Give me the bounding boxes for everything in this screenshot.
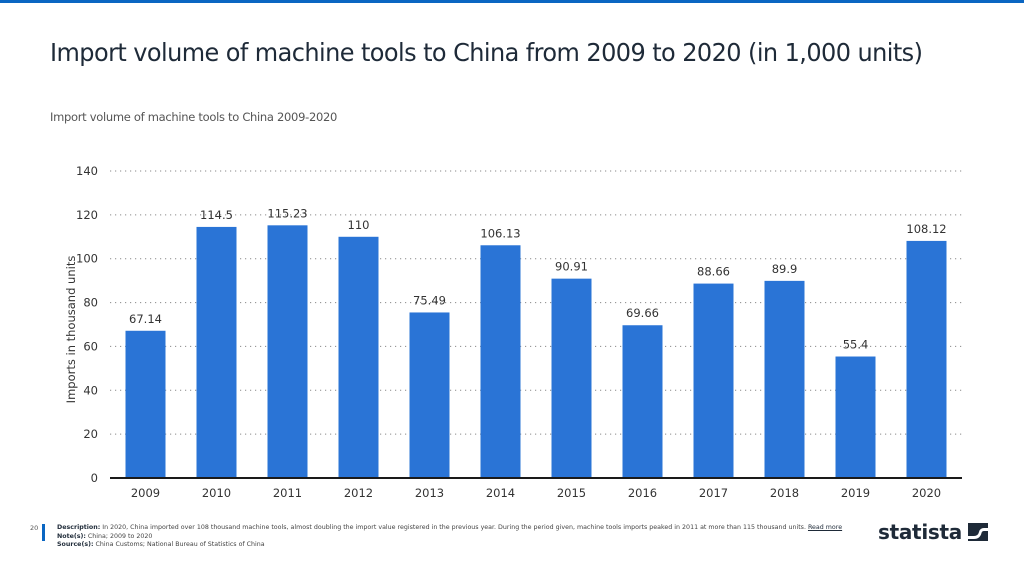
x-tick-label: 2015 [557,486,586,500]
notes-text: China; 2009 to 2020 [85,532,153,540]
bar-chart: 0 20 40 60 80 100 120 140 67.14 114.5 115.23 110 75… [64,164,962,500]
data-label: 114.5 [200,208,233,222]
y-tick-label: 40 [83,383,98,397]
statista-logo-icon [967,523,988,541]
x-tick-label: 2017 [699,486,728,500]
gridlines [110,170,962,435]
bar-2010[interactable] [196,226,237,478]
description-line: Description: In 2020, China imported ove… [57,524,842,533]
y-axis-label: Imports in thousand units [64,256,78,404]
statista-logo[interactable]: statista [878,520,988,544]
bar-2012[interactable] [338,236,379,478]
data-label: 106.13 [480,226,520,240]
x-tick-label: 2020 [912,486,941,500]
bar-2019[interactable] [835,356,876,478]
y-tick-label: 20 [83,427,98,441]
data-label: 110 [348,218,370,232]
bar-2011[interactable] [267,225,308,478]
x-tick-label: 2011 [273,486,302,500]
x-tick-label: 2016 [628,486,657,500]
data-label: 88.66 [697,265,730,279]
logo-text: statista [878,520,962,544]
page-title: Import volume of machine tools to China … [50,38,923,67]
data-labels: 67.14 114.5 115.23 110 75.49 106.13 90.91 69.66… [129,206,947,351]
x-tick-label: 2013 [415,486,444,500]
read-more-link[interactable]: Read more [807,524,843,531]
y-tick-label: 100 [76,252,98,266]
y-tick-label: 120 [76,208,98,222]
sources-label: Source(s): [57,541,94,549]
data-label: 89.9 [772,262,798,276]
data-label: 67.14 [129,312,162,326]
footer-notes: Description: In 2020, China imported ove… [57,524,842,550]
x-tick-label: 2019 [841,486,870,500]
chart-subtitle: Import volume of machine tools to China … [50,110,338,124]
y-tick-label: 140 [76,164,98,178]
y-tick-label: 0 [91,471,98,485]
x-tick-label: 2018 [770,486,799,500]
data-label: 115.23 [267,206,307,220]
y-tick-label: 60 [83,339,98,353]
bar-2014[interactable] [480,245,521,478]
y-axis-ticks: 0 20 40 60 80 100 120 140 [76,164,98,485]
description-label: Description: [57,524,101,531]
bar-2016[interactable] [622,325,663,478]
x-tick-label: 2009 [131,486,160,500]
description-text: In 2020, China imported over 108 thousan… [100,524,808,531]
data-label: 90.91 [555,260,588,274]
top-accent-bar [0,0,1024,3]
y-tick-label: 80 [83,296,98,310]
data-label: 69.66 [626,306,659,320]
data-label: 108.12 [906,222,946,236]
notes-line: Note(s): China; 2009 to 2020 [57,533,817,542]
footer-accent-bar [42,524,45,541]
x-tick-label: 2010 [202,486,231,500]
x-tick-label: 2012 [344,486,373,500]
data-label: 75.49 [413,293,446,307]
data-label: 55.4 [843,338,869,352]
bar-2009[interactable] [125,330,166,478]
bar-2013[interactable] [409,312,450,478]
notes-label: Note(s): [57,532,86,540]
x-tick-label: 2014 [486,486,515,500]
bar-2015[interactable] [551,278,592,478]
sources-line: Source(s): China Customs; National Burea… [57,541,817,550]
bars [125,225,947,478]
page-number: 20 [30,524,39,532]
bar-2018[interactable] [764,280,805,478]
sources-text: China Customs; National Bureau of Statis… [93,541,265,549]
x-axis-ticks: 2009 2010 2011 2012 2013 2014 2015 2016 2017 2018… [131,486,941,500]
bar-2020[interactable] [906,240,947,478]
bar-2017[interactable] [693,283,734,478]
